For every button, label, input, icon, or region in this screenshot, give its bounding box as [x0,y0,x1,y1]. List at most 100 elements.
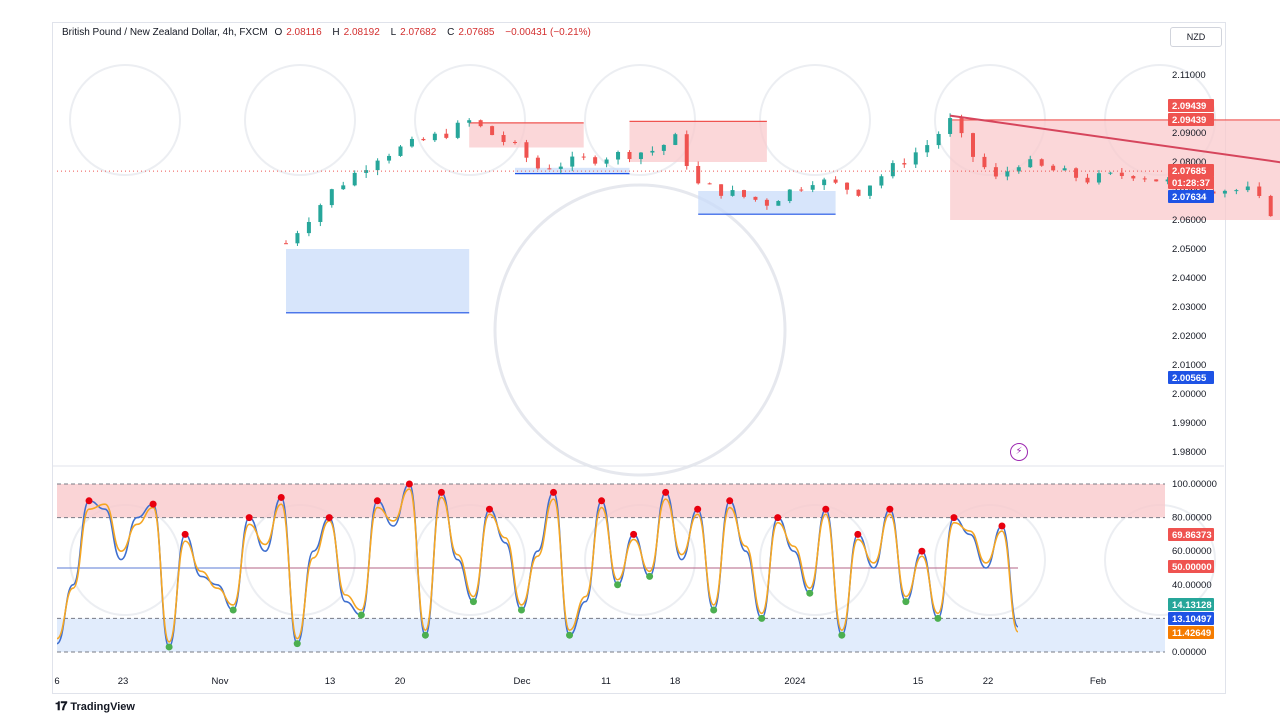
osc-tag-bg [1168,612,1214,625]
time-tick-label: 15 [913,676,924,687]
watermark-circle [759,504,871,616]
stoch-bottom-marker [421,631,429,639]
watermark-circle [414,64,526,176]
osc-tag-label: 50.00000 [1172,562,1212,573]
stoch-top-marker [918,547,926,555]
candle-body [409,138,414,147]
candle-body [1268,195,1273,217]
candle-body [742,190,746,197]
candle-body [890,163,895,177]
stoch-top-marker [325,514,333,522]
demand-zone [286,249,470,313]
tradingview-label: TradingView [70,700,135,713]
price-tick-label: 2.11000 [1172,70,1206,81]
candle-body [444,133,449,138]
candle-body [375,160,380,171]
watermark-circle [244,504,356,616]
candle-body [284,243,288,245]
candle-body [1028,159,1033,168]
stoch-bottom-marker [165,643,173,651]
candle-body [787,189,792,202]
time-tick-label: Dec [514,676,531,687]
stoch-bottom-marker [902,598,910,606]
candle-body [1257,186,1262,196]
candle-body [1039,159,1044,166]
time-tick-label: 23 [118,676,129,687]
candle-body [341,185,346,190]
low-label: L [390,27,397,38]
stoch-top-marker [181,530,189,538]
candle-body [467,120,472,123]
osc-tag-label: 11.42649 [1172,628,1211,639]
candle-body [627,151,632,160]
watermark-circle [584,504,696,616]
candle-body [478,120,483,127]
stoch-top-marker [998,522,1006,530]
candle-body [799,189,804,191]
price-tick-label: 1.99000 [1172,418,1206,429]
candle-body [593,157,598,164]
stoch-bottom-marker [517,606,525,614]
stoch-bottom-marker [934,614,942,622]
candle-body [501,135,506,142]
tradingview-logo[interactable]: 𝟏𝟕 TradingView [55,699,135,714]
candle-body [1074,168,1079,178]
low-number: 2.07682 [400,27,437,38]
candle-body [719,184,724,196]
time-tick-label: 20 [395,676,406,687]
osc-tick-label: 60.00000 [1172,546,1212,557]
overbought-band [57,484,1165,518]
axes-layer: 2.110002.100002.090002.080002.070002.060… [53,70,1224,687]
candle-body [730,190,735,196]
candle-body [513,141,517,143]
candle-body [902,163,907,165]
watermark-circle [69,504,181,616]
candle-body [558,166,563,169]
candle-body [387,155,392,161]
stoch-top-marker [822,505,830,513]
candle-body [776,201,781,206]
stoch-bottom-marker [357,611,365,619]
stoch-top-marker [630,530,638,538]
price-tick-label: 2.09000 [1172,128,1206,139]
time-tick-label: 6 [54,676,59,687]
symbol-name: British Pound / New Zealand Dollar, 4h, … [62,27,268,38]
candle-body [753,196,758,200]
candle-body [936,133,941,146]
candle-body [1154,179,1159,182]
low-value: L 2.07682 [391,27,441,38]
osc-tick-label: 80.00000 [1172,513,1212,524]
candle-body [707,183,712,185]
candle-body [1119,172,1124,177]
candle-body [971,133,975,157]
stoch-bottom-marker [758,614,766,622]
candle-body [1234,190,1239,192]
alert-bolt-icon[interactable]: ⚡ [1010,443,1028,461]
candle-body [879,176,884,186]
symbol-header: British Pound / New Zealand Dollar, 4h, … [62,27,595,38]
price-tick-label: 2.05000 [1172,244,1206,255]
candle-body [1096,173,1101,183]
change-value: −0.00431 (−0.21%) [505,27,591,38]
candle-body [398,146,403,156]
time-tick-label: 13 [325,676,336,687]
stoch-bottom-marker [710,606,718,614]
stoch-top-marker [886,505,894,513]
price-tag-label: 2.00565 [1172,373,1207,384]
price-tag-bg [1168,176,1214,189]
supply-zone [950,119,1280,220]
stoch-top-marker [405,480,413,488]
candle-body [490,126,495,136]
osc-tag-label: 13.10497 [1172,614,1212,625]
candle-body [570,156,575,167]
candle-body [1016,167,1021,172]
stoch-top-marker [245,514,253,522]
currency-button[interactable]: NZD [1170,27,1222,47]
candle-body [684,134,689,167]
price-tag-label: 2.07685 [1172,166,1207,177]
oscillator-pane [56,480,1165,653]
time-tick-label: 2024 [784,676,805,687]
candle-body [1062,168,1067,171]
high-label: H [332,27,340,38]
price-tag-label: 2.07634 [1172,192,1207,203]
